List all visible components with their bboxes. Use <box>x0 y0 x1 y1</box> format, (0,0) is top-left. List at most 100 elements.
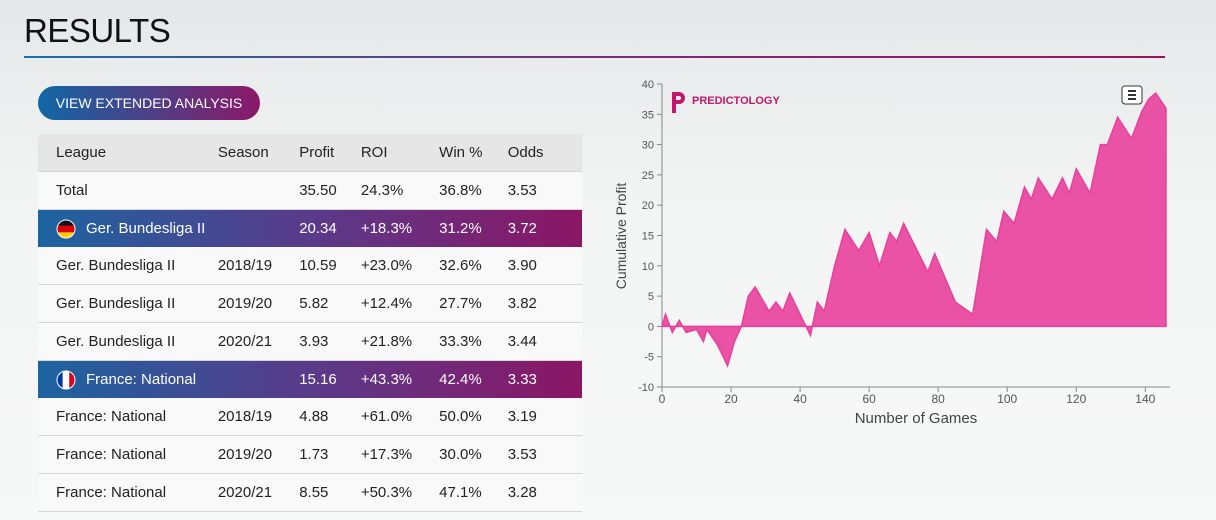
cell-text: +50.3% <box>360 484 413 501</box>
table-cell: 3.93 <box>299 322 361 361</box>
cell-text: 20.34 <box>299 220 337 237</box>
table-cell: 8.55 <box>299 473 361 512</box>
table-cell: 31.2% <box>439 210 508 248</box>
cell-text: 3.82 <box>507 295 537 312</box>
logo-icon <box>672 92 685 113</box>
cell-text: 3.53 <box>507 446 537 463</box>
header-cell: Odds <box>507 134 582 172</box>
y-tick-label: 10 <box>642 261 654 273</box>
table-row: Ger. Bundesliga II 2019/20 5.82 +12.4% 27.7%… <box>38 284 582 323</box>
table-row: France: National 2019/20 1.73 +17.3% 30.0% 3.… <box>38 435 582 474</box>
cell-text: 36.8% <box>439 182 482 199</box>
group-row: Ger. Bundesliga II 20.34 +18.3% 31.2% 3.72 <box>38 209 582 248</box>
cell-text: 3.44 <box>507 333 537 350</box>
table-cell: 3.72 <box>508 210 582 248</box>
x-tick-label: 120 <box>1066 392 1086 406</box>
cell-text: 47.1% <box>439 484 482 501</box>
y-tick-label: -10 <box>638 382 654 394</box>
cell-text: +23.0% <box>360 257 413 274</box>
cell-text: 42.4% <box>439 371 482 388</box>
y-tick-label: 20 <box>642 200 654 212</box>
table-cell: +17.3% <box>360 435 440 474</box>
cell-text: 27.7% <box>439 295 482 312</box>
flag-stripe <box>57 231 75 238</box>
table-cell: 2019/20 <box>217 435 300 474</box>
cell-text: 8.55 <box>299 484 329 501</box>
y-tick-label: 35 <box>642 109 654 121</box>
page-title: RESULTS <box>24 12 171 49</box>
cell-text: 3.19 <box>507 408 537 425</box>
table-cell: 3.90 <box>507 247 582 285</box>
cell-text: Ger. Bundesliga II <box>56 295 176 312</box>
table-cell: 50.0% <box>439 398 508 436</box>
table-cell: 3.53 <box>507 171 582 210</box>
cell-text: 2020/21 <box>217 333 273 350</box>
y-tick-label: 0 <box>648 321 654 333</box>
table-cell: 47.1% <box>439 473 508 512</box>
flag-icon <box>56 219 76 238</box>
table-cell: Total <box>38 171 218 210</box>
cell-text: Ger. Bundesliga II <box>86 219 206 237</box>
cell-text: 30.0% <box>439 446 482 463</box>
y-tick-label: 40 <box>642 79 654 91</box>
cell-text: +12.4% <box>360 295 413 312</box>
cell-text: France: National <box>56 484 167 501</box>
x-tick-label: 20 <box>724 392 738 406</box>
y-tick-label: 15 <box>642 231 654 243</box>
table-cell: France: National <box>38 361 299 399</box>
header-cell: Season <box>217 134 300 172</box>
cell-text: 3.90 <box>507 257 537 274</box>
table-cell: 2018/19 <box>217 398 300 436</box>
cell-text: Total <box>56 182 88 199</box>
cell-text: 2019/20 <box>217 295 273 312</box>
table-cell: 32.6% <box>439 247 508 285</box>
table-cell: 30.0% <box>439 435 508 474</box>
table-cell: +61.0% <box>360 398 440 436</box>
cell-text: 3.28 <box>507 484 537 501</box>
cell-text: 4.88 <box>299 408 329 425</box>
x-tick-label: 140 <box>1135 392 1155 406</box>
extended-analysis-button[interactable]: VIEW EXTENDED ANALYSIS <box>38 86 260 120</box>
table-cell: France: National <box>38 473 218 512</box>
cell-text: +17.3% <box>360 446 413 463</box>
table-cell: France: National <box>38 398 218 436</box>
table-row: France: National 2018/19 4.88 +61.0% 50.0% 3.… <box>38 398 582 436</box>
x-tick-label: 100 <box>997 392 1017 406</box>
cell-text: 31.2% <box>439 220 482 237</box>
table-cell: 33.3% <box>439 322 508 361</box>
table-cell: 5.82 <box>299 284 361 323</box>
group-row: France: National 15.16 +43.3% 42.4% 3.33 <box>38 360 582 399</box>
table-cell: Ger. Bundesliga II <box>38 322 218 361</box>
cell-text: 3.93 <box>299 333 329 350</box>
table-cell: 3.19 <box>507 398 582 436</box>
x-tick-label: 60 <box>862 392 876 406</box>
table-cell: 27.7% <box>439 284 508 323</box>
flag-icon <box>56 370 76 389</box>
cell-text: 33.3% <box>439 333 482 350</box>
table-cell <box>217 171 300 210</box>
flag-stripe <box>57 219 75 226</box>
table-cell: +23.0% <box>360 247 440 285</box>
table-cell: +18.3% <box>361 210 439 248</box>
profit-area <box>661 91 1167 368</box>
table-row: Total 35.50 24.3% 36.8% 3.53 <box>38 171 582 210</box>
flag-ring <box>56 370 76 389</box>
flag-stripe <box>62 370 70 389</box>
table-cell: 3.53 <box>507 435 582 474</box>
table-cell: 2020/21 <box>217 322 300 361</box>
cell-text: +61.0% <box>360 408 413 425</box>
cell-text: +21.8% <box>360 333 413 350</box>
cell-text: 2019/20 <box>217 446 273 463</box>
header-cell: ROI <box>360 134 440 172</box>
table-cell: 3.33 <box>508 361 582 399</box>
table-row: Ger. Bundesliga II 2018/19 10.59 +23.0% 32.6… <box>38 247 582 285</box>
table-cell: 42.4% <box>439 361 508 399</box>
table-cell: 3.28 <box>507 473 582 512</box>
cell-text: 3.72 <box>507 220 537 237</box>
cell-text: 1.73 <box>299 446 329 463</box>
table-cell: 3.44 <box>507 322 582 361</box>
cell-text: 3.33 <box>507 371 537 388</box>
table-cell: +12.4% <box>360 284 440 323</box>
flag-stripe <box>57 370 63 389</box>
x-tick-label: 80 <box>931 392 945 406</box>
